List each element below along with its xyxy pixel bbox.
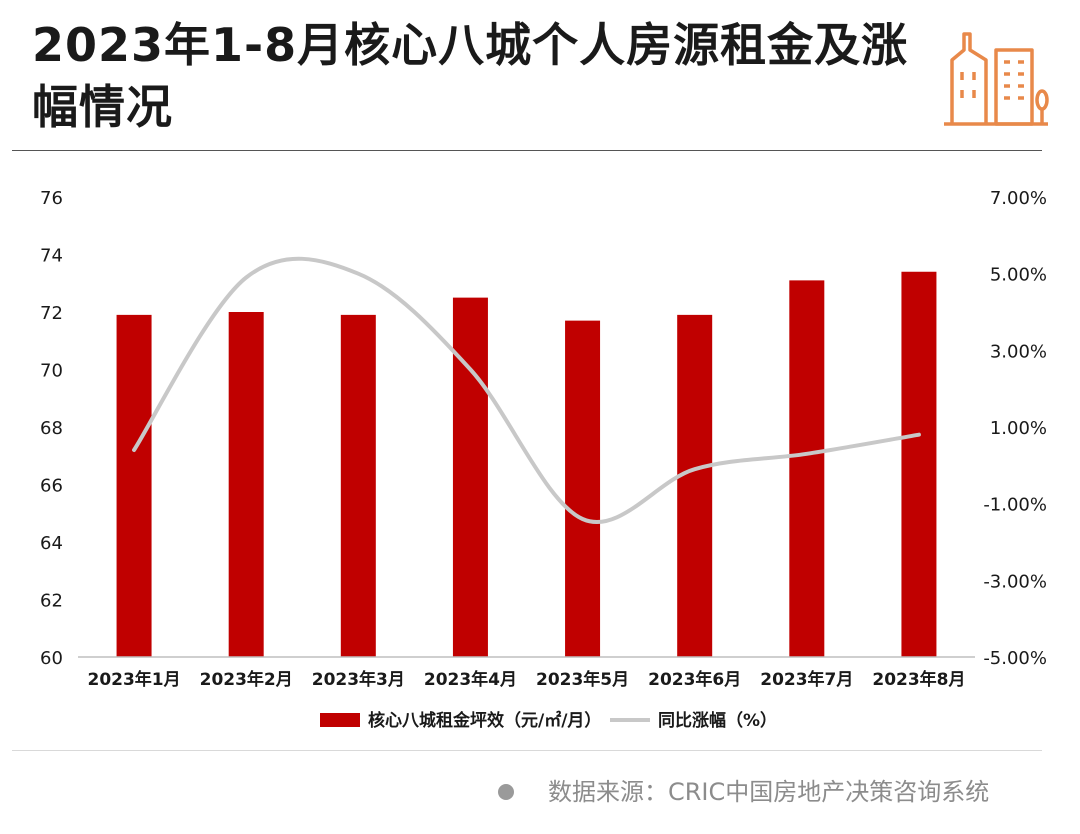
bar	[116, 314, 152, 657]
right-tick-label: 7.00%	[990, 188, 1047, 209]
right-tick-label: 3.00%	[990, 341, 1047, 362]
x-tick-label: 2023年2月	[200, 669, 293, 690]
x-tick-label: 2023年6月	[648, 669, 741, 690]
right-tick-label: 5.00%	[990, 265, 1047, 286]
left-tick-label: 62	[40, 591, 63, 612]
line-series	[132, 256, 921, 524]
left-tick-label: 74	[40, 246, 63, 267]
bar	[677, 314, 713, 657]
left-tick-label: 64	[40, 533, 63, 554]
x-axis: 2023年1月 2023年2月 2023年3月 2023年4月 2023年5月 2023年…	[87, 669, 965, 690]
bar	[789, 280, 825, 657]
left-tick-label: 60	[40, 648, 63, 669]
bar-series	[116, 271, 937, 657]
left-axis: 60 62 64 66 68 70 72 74 76	[40, 188, 63, 669]
bar	[901, 271, 937, 657]
chart-title: 2023年1-8月核心八城个人房源租金及涨幅情况	[32, 18, 909, 134]
x-tick-label: 2023年7月	[760, 669, 853, 690]
bar	[228, 312, 264, 657]
x-tick-label: 2023年3月	[312, 669, 405, 690]
x-tick-label: 2023年4月	[424, 669, 517, 690]
right-tick-label: -5.00%	[983, 648, 1047, 669]
building-icon	[944, 32, 1049, 126]
bullet-icon	[498, 784, 514, 800]
bar	[340, 314, 376, 657]
source-note: 数据来源：CRIC中国房地产决策咨询系统	[548, 778, 990, 806]
x-tick-label: 2023年5月	[536, 669, 629, 690]
right-tick-label: -3.00%	[983, 571, 1047, 592]
legend: 核心八城租金坪效（元/㎡/月） 同比涨幅（%）	[320, 710, 777, 731]
bar	[452, 297, 488, 657]
left-tick-label: 72	[40, 303, 63, 324]
footer-divider	[12, 750, 1042, 751]
x-tick-label: 2023年8月	[872, 669, 965, 690]
legend-bar-swatch	[320, 713, 360, 727]
legend-bar-label: 核心八城租金坪效（元/㎡/月）	[368, 710, 601, 731]
bar	[565, 320, 601, 657]
title-divider	[12, 150, 1042, 151]
right-tick-label: -1.00%	[983, 495, 1047, 516]
left-tick-label: 76	[40, 188, 63, 209]
left-tick-label: 70	[40, 361, 63, 382]
combo-chart: 60 62 64 66 68 70 72 74 76 -5.00% -3.00% -1.00% 1.0…	[40, 188, 1047, 731]
right-axis: -5.00% -3.00% -1.00% 1.00% 3.00% 5.00% 7.00%	[983, 188, 1047, 669]
left-tick-label: 66	[40, 476, 63, 497]
x-tick-label: 2023年1月	[87, 669, 180, 690]
right-tick-label: 1.00%	[990, 418, 1047, 439]
left-tick-label: 68	[40, 418, 63, 439]
legend-line-label: 同比涨幅（%）	[658, 710, 777, 731]
